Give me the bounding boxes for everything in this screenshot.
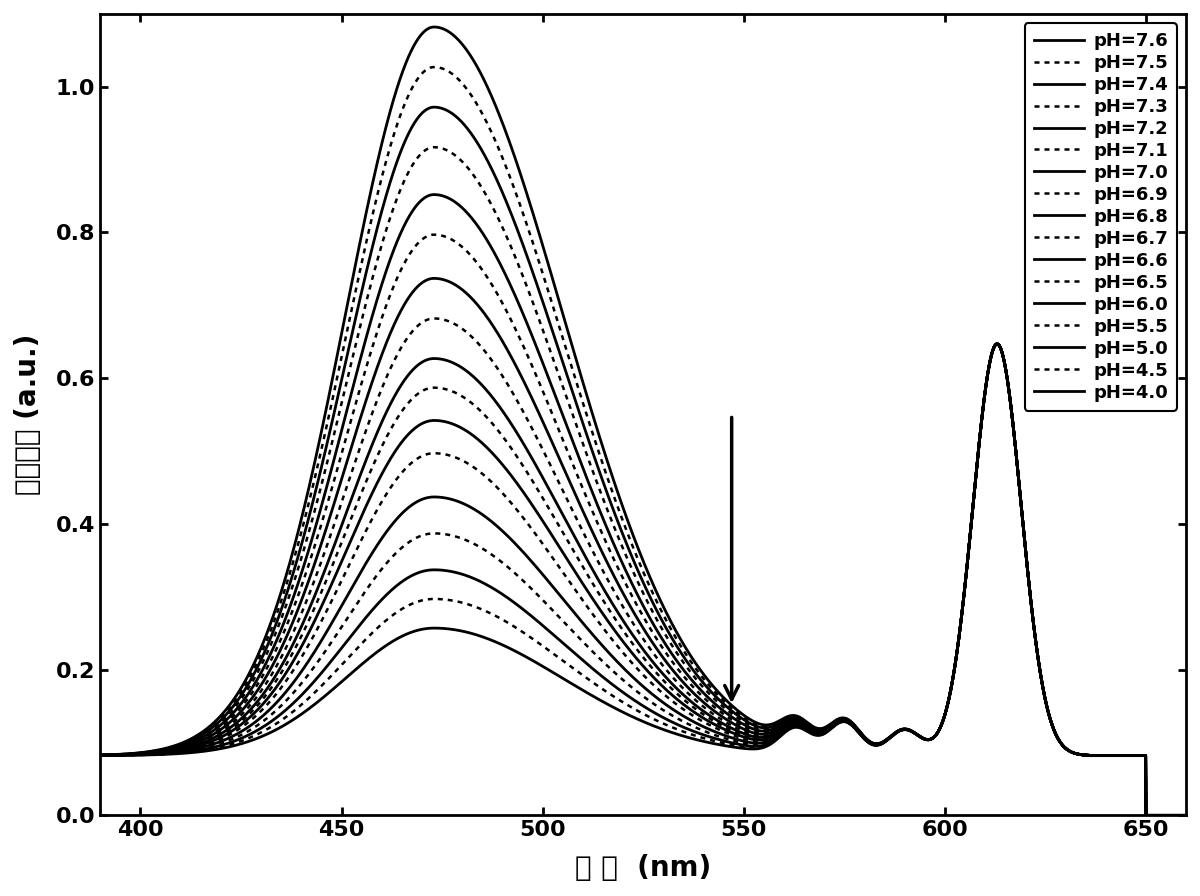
X-axis label: 波 长  (nm): 波 长 (nm) xyxy=(575,854,712,882)
Y-axis label: 荧光强度 (a.u.): 荧光强度 (a.u.) xyxy=(14,334,42,495)
Legend: pH=7.6, pH=7.5, pH=7.4, pH=7.3, pH=7.2, pH=7.1, pH=7.0, pH=6.9, pH=6.8, pH=6.7, : pH=7.6, pH=7.5, pH=7.4, pH=7.3, pH=7.2, … xyxy=(1025,23,1177,410)
